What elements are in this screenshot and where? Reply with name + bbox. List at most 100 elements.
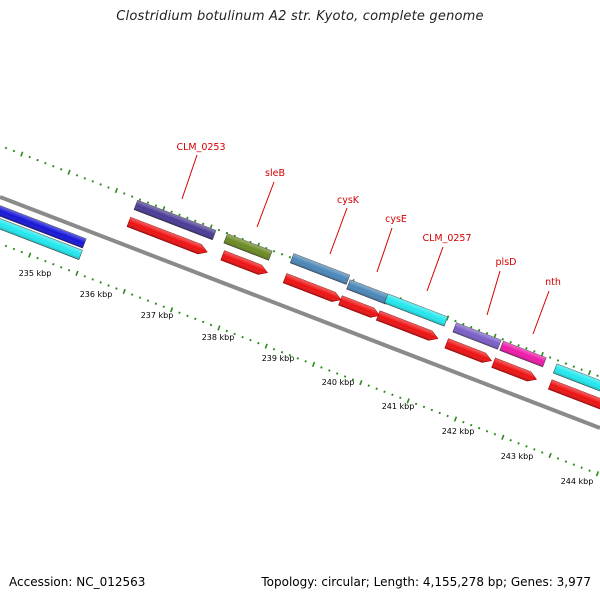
inner-ring-major-tick [169, 307, 174, 313]
feature-shade [376, 310, 438, 341]
gene-label: cysK [337, 195, 360, 206]
inner-ring-minor-tick [399, 396, 402, 400]
leader-line [486, 270, 501, 316]
inner-ring-minor-tick [241, 335, 244, 339]
axis-tick-label: 235 kbp [19, 269, 52, 278]
inner-ring-minor-tick [414, 402, 418, 406]
axis-tick-label: 236 kbp [80, 290, 113, 299]
inner-ring-major-tick [122, 288, 126, 295]
inner-ring-minor-tick [517, 442, 520, 445]
inner-ring-minor-tick [99, 281, 102, 284]
outer-ring-minor-tick [225, 231, 229, 235]
gene-nth [499, 340, 547, 368]
inner-ring-minor-tick [462, 420, 465, 424]
feature-shade [283, 273, 341, 302]
inner-ring-minor-tick [588, 469, 591, 472]
outer-ring-minor-tick [517, 344, 520, 347]
outer-ring-minor-tick [217, 228, 221, 232]
outer-ring-minor-tick [52, 164, 55, 168]
inner-ring-minor-tick [4, 244, 8, 248]
feature-shade [338, 295, 380, 318]
leader-layer [181, 154, 550, 335]
inner-ring-major-tick [264, 343, 268, 349]
outer-ring-minor-tick [454, 319, 457, 323]
feature-shade [548, 379, 600, 410]
outer-ring-minor-tick [44, 161, 47, 165]
cds-arrow [491, 357, 537, 382]
inner-ring-minor-tick [130, 293, 134, 296]
inner-ring-minor-tick [422, 405, 426, 409]
feature-shade [444, 338, 492, 363]
inner-ring-minor-tick [533, 448, 536, 451]
inner-ring-major-tick [75, 270, 79, 276]
gene-feature [0, 214, 83, 260]
inner-ring-minor-tick [194, 317, 197, 321]
axis-label-layer: 235 kbp 236 kbp 237 kbp 238 kbp 239 kbp 240 k… [19, 269, 594, 486]
inner-ring-minor-tick [186, 314, 189, 318]
inner-ring-minor-tick [351, 378, 355, 381]
cds-arrow [444, 338, 492, 363]
inner-ring-minor-tick [162, 305, 165, 308]
leader-line [256, 181, 275, 228]
inner-ring-minor-tick [107, 284, 110, 287]
inner-ring-minor-tick [52, 262, 55, 266]
inner-ring-minor-tick [580, 466, 583, 469]
axis-tick-label: 242 kbp [442, 427, 475, 436]
outer-ring-major-tick [67, 169, 71, 175]
label-layer: CLM_0253 sleB cysK cysE CLM_0257 plsD nth [176, 142, 560, 288]
outer-ring-minor-tick [596, 374, 599, 377]
gene-clm_0253 [133, 199, 217, 241]
inner-ring-minor-tick [493, 432, 497, 436]
outer-ring-minor-tick [548, 356, 552, 359]
outer-ring-minor-tick [288, 256, 292, 259]
outer-ring-minor-tick [572, 365, 575, 368]
outer-ring-minor-tick [28, 155, 31, 159]
feature-shade [0, 214, 83, 260]
axis-tick-label: 244 kbp [561, 477, 594, 486]
inner-ring-minor-tick [115, 287, 118, 290]
inner-ring-minor-tick [541, 451, 544, 454]
outer-ring-minor-tick [36, 158, 39, 162]
cds-arrow [375, 310, 439, 341]
gene-label: cysE [385, 214, 407, 225]
outer-ring-minor-tick [470, 325, 473, 329]
feature-shade [134, 200, 216, 240]
inner-ring-minor-tick [138, 296, 142, 299]
feature-shade [0, 199, 87, 249]
inner-ring-minor-tick [320, 366, 323, 369]
outer-ring-minor-tick [123, 192, 126, 195]
gene-cysk [289, 253, 351, 285]
outer-ring-major-tick [587, 370, 592, 376]
axis-tick-label: 239 kbp [262, 354, 295, 363]
gene-label: nth [545, 277, 561, 288]
outer-ring-minor-tick [60, 167, 63, 171]
inner-ring-minor-tick [146, 299, 150, 302]
outer-ring-major-tick [445, 315, 450, 321]
inner-ring-minor-tick [178, 311, 181, 315]
inner-ring-minor-tick [391, 393, 394, 397]
outer-ring-major-tick [20, 151, 24, 157]
gene-clm_0257 [384, 293, 448, 327]
inner-ring-minor-tick [225, 329, 229, 333]
axis-tick-label: 241 kbp [382, 402, 415, 411]
outer-ring-minor-tick [280, 253, 284, 256]
inner-ring-minor-tick [367, 384, 370, 387]
outer-ring-minor-tick [99, 183, 102, 186]
outer-ring-minor-tick [462, 322, 465, 326]
inner-ring-minor-tick [154, 302, 158, 305]
inner-ring-minor-tick [36, 256, 39, 260]
inner-ring-major-tick [28, 252, 32, 258]
outer-ring-minor-tick [194, 219, 197, 223]
feature-shade [290, 253, 350, 285]
outer-ring-minor-tick [91, 180, 94, 183]
feature-shade [223, 233, 273, 261]
inner-ring-minor-tick [564, 460, 568, 463]
feature-shade [491, 358, 537, 382]
outer-ring-minor-tick [533, 350, 536, 353]
inner-ring-minor-tick [20, 250, 23, 254]
inner-ring-minor-tick [60, 265, 63, 269]
inner-ring-minor-tick [280, 351, 284, 354]
inner-ring-minor-tick [430, 408, 434, 412]
gene-label: plsD [496, 257, 517, 268]
axis-tick-label: 243 kbp [501, 452, 534, 461]
